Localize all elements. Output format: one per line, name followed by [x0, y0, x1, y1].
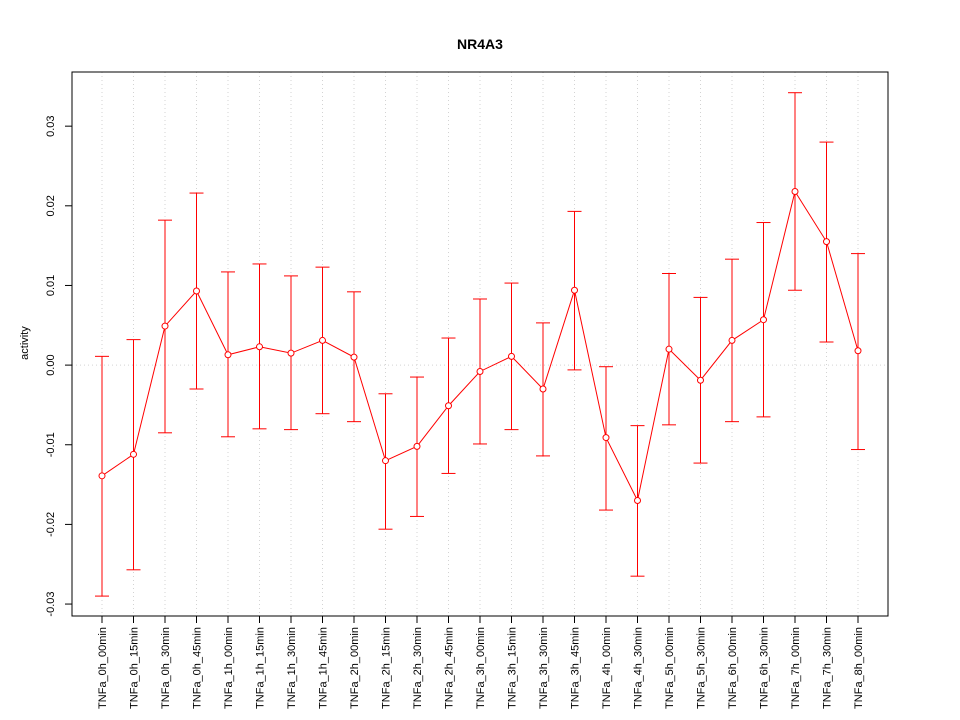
x-tick-label: TNFa_0h_15min — [129, 627, 141, 709]
x-tick-label: TNFa_6h_00min — [727, 627, 739, 709]
data-point — [256, 343, 263, 351]
x-axis: TNFa_0h_00min TNFa_0h_15min TNFa_0h_30min T… — [97, 616, 865, 709]
y-axis-label: activity — [19, 326, 31, 360]
x-tick-label: TNFa_0h_45min — [192, 627, 204, 709]
x-tick-label: TNFa_0h_30min — [160, 627, 172, 709]
data-point — [224, 351, 232, 359]
x-tick-label: TNFa_1h_00min — [223, 627, 235, 709]
x-tick-label: TNFa_2h_45min — [444, 627, 456, 709]
data-point — [161, 322, 169, 330]
data-point — [823, 238, 830, 246]
y-tick-label: -0.01 — [45, 432, 57, 457]
y-tick-label: 0.02 — [45, 195, 57, 216]
data-point — [287, 349, 295, 357]
x-tick-label: TNFa_7h_00min — [790, 627, 802, 709]
data-point — [602, 434, 610, 442]
data-point — [445, 402, 452, 410]
y-tick-label: -0.02 — [45, 512, 57, 537]
data-point — [413, 442, 421, 450]
data-point — [854, 347, 862, 355]
y-tick-label: 0.03 — [45, 115, 57, 136]
x-tick-label: TNFa_7h_30min — [822, 627, 834, 709]
data-point — [760, 316, 767, 324]
x-tick-label: TNFa_3h_00min — [475, 627, 487, 709]
x-tick-label: TNFa_1h_15min — [255, 627, 267, 709]
x-tick-label: TNFa_6h_30min — [759, 627, 771, 709]
y-tick-label: -0.03 — [45, 592, 57, 617]
x-tick-label: TNFa_2h_15min — [381, 627, 393, 709]
x-tick-label: TNFa_0h_00min — [97, 627, 109, 709]
data-point — [382, 457, 389, 465]
data-point — [350, 353, 358, 361]
x-tick-label: TNFa_5h_30min — [696, 627, 708, 709]
data-point — [508, 352, 515, 360]
data-point — [791, 187, 799, 195]
chart-title: NR4A3 — [457, 36, 503, 52]
series — [98, 187, 862, 505]
y-axis: -0.03 -0.02 -0.01 0.00 0.01 0.02 0.03 — [45, 115, 72, 617]
data-point — [665, 345, 673, 353]
data-point — [319, 336, 326, 344]
data-point — [130, 450, 137, 458]
data-point — [539, 385, 547, 393]
x-tick-label: TNFa_4h_30min — [633, 627, 645, 709]
x-tick-label: TNFa_3h_15min — [507, 627, 519, 709]
x-tick-label: TNFa_1h_45min — [318, 627, 330, 709]
x-tick-label: TNFa_2h_00min — [349, 627, 361, 709]
data-point — [98, 472, 106, 480]
data-point — [476, 367, 484, 375]
x-tick-label: TNFa_2h_30min — [412, 627, 424, 709]
x-tick-label: TNFa_3h_30min — [538, 627, 550, 709]
y-tick-label: 0.00 — [45, 354, 57, 375]
data-point — [193, 287, 200, 295]
data-point — [728, 336, 736, 344]
plot-frame — [71, 71, 889, 617]
data-point — [634, 497, 641, 505]
data-point — [697, 376, 704, 384]
x-tick-label: TNFa_4h_00min — [601, 627, 613, 709]
x-tick-label: TNFa_5h_00min — [664, 627, 676, 709]
x-tick-label: TNFa_3h_45min — [570, 627, 582, 709]
x-tick-label: TNFa_1h_30min — [286, 627, 298, 709]
data-point — [571, 286, 578, 294]
x-tick-label: TNFa_8h_00min — [853, 627, 865, 709]
y-tick-label: 0.01 — [45, 275, 57, 296]
